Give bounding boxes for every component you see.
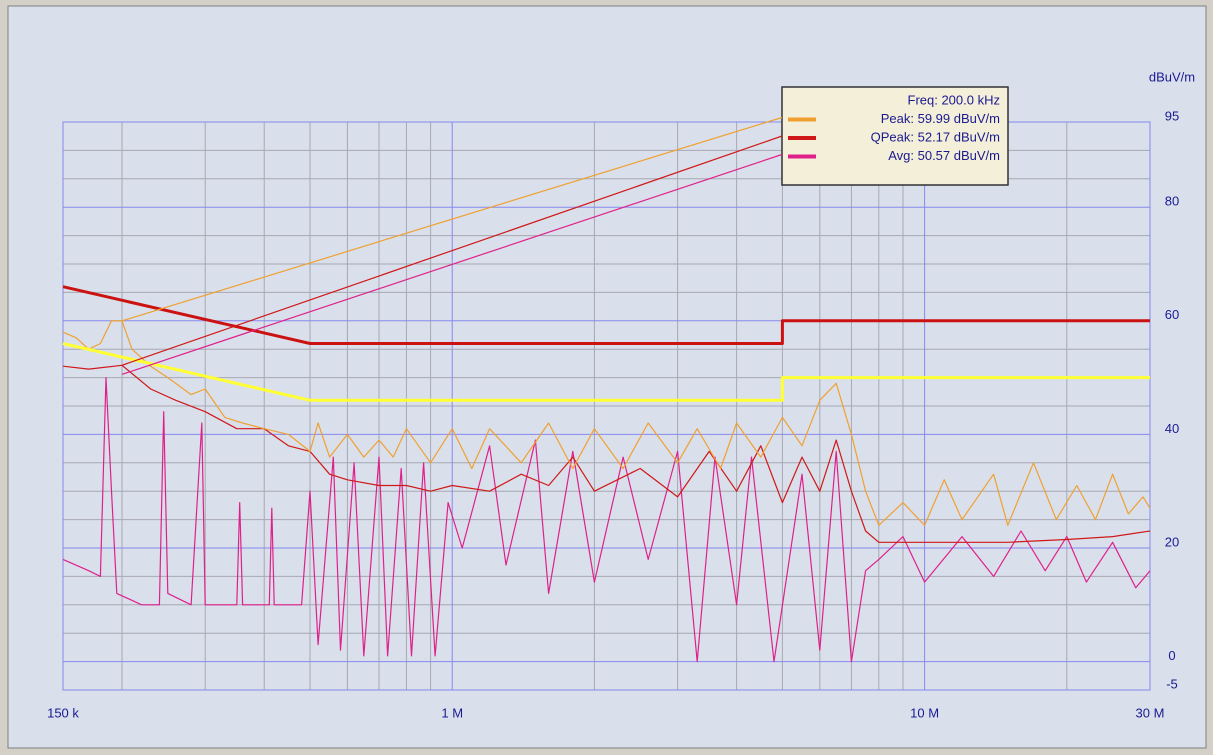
y-tick-label: 0 xyxy=(1168,648,1175,663)
y-tick-label: -5 xyxy=(1166,676,1178,691)
x-tick-label: 150 k xyxy=(47,705,79,720)
legend-label: QPeak: 52.17 dBuV/m xyxy=(871,129,1000,144)
y-unit: dBuV/m xyxy=(1149,69,1195,84)
trace xyxy=(62,364,1151,543)
trace xyxy=(62,320,1151,526)
y-tick-label: 40 xyxy=(1165,421,1179,436)
y-tick-label: 80 xyxy=(1165,194,1179,209)
x-tick-label: 1 M xyxy=(441,705,463,720)
limit-line xyxy=(62,285,1150,345)
y-tick-label: 95 xyxy=(1165,108,1179,123)
legend-label: Avg: 50.57 dBuV/m xyxy=(888,148,1000,163)
legend-title: Freq: 200.0 kHz xyxy=(908,92,1001,107)
cursor-line xyxy=(121,116,783,322)
legend-box xyxy=(781,86,1009,186)
cursor-line xyxy=(121,153,783,375)
y-tick-label: 20 xyxy=(1165,534,1179,549)
y-tick-label: 60 xyxy=(1165,307,1179,322)
trace xyxy=(62,377,1151,663)
limit-line xyxy=(62,342,1150,402)
legend-label: Peak: 59.99 dBuV/m xyxy=(881,111,1000,126)
x-tick-label: 30 M xyxy=(1136,705,1165,720)
x-tick-label: 10 M xyxy=(910,705,939,720)
cursor-line xyxy=(121,135,783,366)
